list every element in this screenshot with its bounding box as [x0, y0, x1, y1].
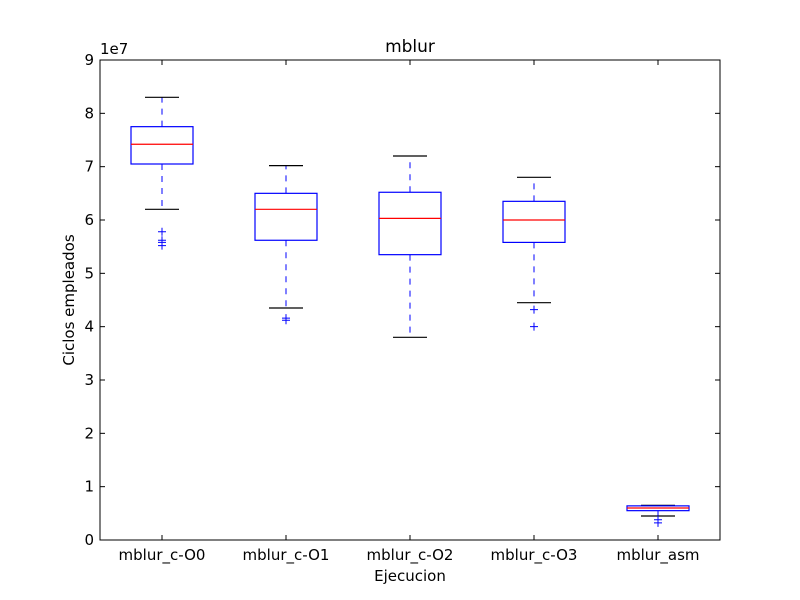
box-group-mblur_c-O3: [502, 176, 566, 331]
box-group-mblur_c-O1: [254, 165, 318, 325]
box-group-mblur_asm: [626, 504, 690, 527]
y-offset-label: 1e7: [100, 40, 128, 58]
box-group-mblur_c-O2: [378, 155, 442, 338]
outlier-point: [158, 227, 166, 236]
iqr-box: [502, 200, 566, 243]
y-tick-label: 3: [84, 371, 94, 389]
chart-title: mblur: [385, 37, 435, 57]
y-tick-label: 5: [84, 264, 94, 282]
iqr-box: [254, 192, 318, 241]
y-tick-label: 4: [84, 318, 94, 336]
x-axis-label: Ejecucion: [374, 567, 446, 585]
iqr-box: [378, 191, 442, 256]
axes: 0 1 2 3 4 5 6 7 8 9 mblur_c-O0 mblur_c-O1 mblur_c-O2…: [84, 51, 720, 565]
x-tick-label: mblur_asm: [616, 546, 699, 565]
iqr-box: [130, 126, 194, 165]
y-axis-label: Ciclos empleados: [60, 234, 78, 365]
x-tick-label: mblur_c-O0: [119, 546, 206, 565]
outlier-point: [654, 518, 662, 527]
y-tick-label: 2: [84, 424, 94, 442]
outlier-point: [158, 241, 166, 250]
y-tick-label: 0: [84, 531, 94, 549]
y-tick-label: 8: [84, 104, 94, 122]
x-tick-label: mblur_c-O2: [367, 546, 454, 565]
plot-area: [99, 59, 721, 541]
x-tick-label: mblur_c-O3: [491, 546, 578, 565]
y-tick-label: 7: [84, 158, 94, 176]
box-group-mblur_c-O0: [130, 96, 194, 250]
y-tick-label: 6: [84, 211, 94, 229]
y-tick-label: 1: [84, 478, 94, 496]
outlier-point: [530, 322, 538, 331]
outlier-point: [530, 305, 538, 314]
outlier-point: [282, 316, 290, 325]
y-tick-label: 9: [84, 51, 94, 69]
box-marks: [130, 96, 690, 527]
x-tick-label: mblur_c-O1: [243, 546, 330, 565]
